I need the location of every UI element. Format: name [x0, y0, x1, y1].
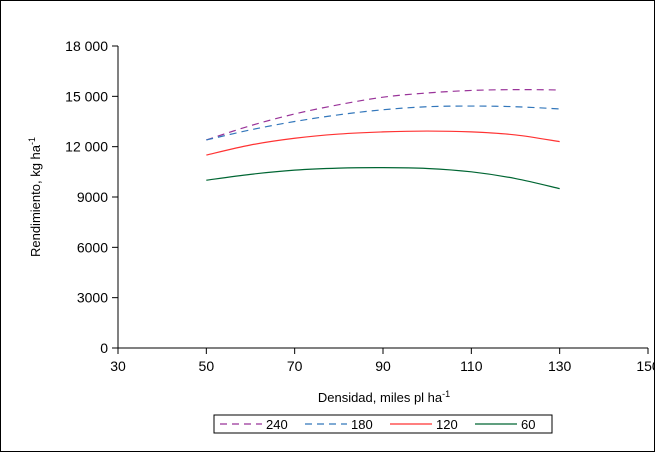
- y-tick-label: 3000: [77, 290, 108, 306]
- y-ticks: 0 3000 6000 9000 12 000 15 000 18 000: [65, 38, 118, 356]
- legend: 240 180 120 60: [213, 414, 553, 434]
- x-tick-label: 70: [287, 358, 303, 374]
- x-tick-label: 30: [110, 358, 126, 374]
- y-tick-label: 0: [100, 340, 108, 356]
- x-axis-label: Densidad, miles pl ha-1: [318, 389, 450, 405]
- series-line-60: [206, 167, 560, 190]
- x-tick-label: 50: [199, 358, 215, 374]
- x-tick-label: 110: [460, 358, 483, 374]
- legend-label-120: 120: [436, 417, 458, 432]
- x-axis-label-text: Densidad, miles pl ha: [318, 390, 443, 405]
- legend-label-180: 180: [351, 417, 373, 432]
- y-axis-label-superscript: -1: [27, 137, 37, 145]
- series-lines: [206, 89, 560, 190]
- y-tick-label: 15 000: [65, 88, 108, 104]
- x-tick-label: 150: [636, 358, 655, 374]
- series-line-120: [206, 130, 560, 156]
- y-tick-label: 12 000: [65, 139, 108, 155]
- y-tick-label: 18 000: [65, 38, 108, 54]
- x-tick-label: 90: [375, 358, 391, 374]
- series-line-240: [206, 89, 560, 141]
- plot-area: 0 3000 6000 9000 12 000 15 000 18 000 30 50 70 90…: [65, 38, 655, 374]
- y-tick-label: 9000: [77, 189, 108, 205]
- x-ticks: 30 50 70 90 110 130 150: [110, 348, 655, 374]
- y-axis-label-text: Rendimiento, kg ha: [28, 144, 43, 257]
- x-axis-label-superscript: -1: [442, 389, 450, 399]
- legend-box: [213, 414, 553, 434]
- legend-label-60: 60: [521, 417, 535, 432]
- y-tick-label: 6000: [77, 239, 108, 255]
- x-tick-label: 130: [548, 358, 572, 374]
- y-axis-label: Rendimiento, kg ha-1: [27, 137, 43, 257]
- legend-label-240: 240: [266, 417, 288, 432]
